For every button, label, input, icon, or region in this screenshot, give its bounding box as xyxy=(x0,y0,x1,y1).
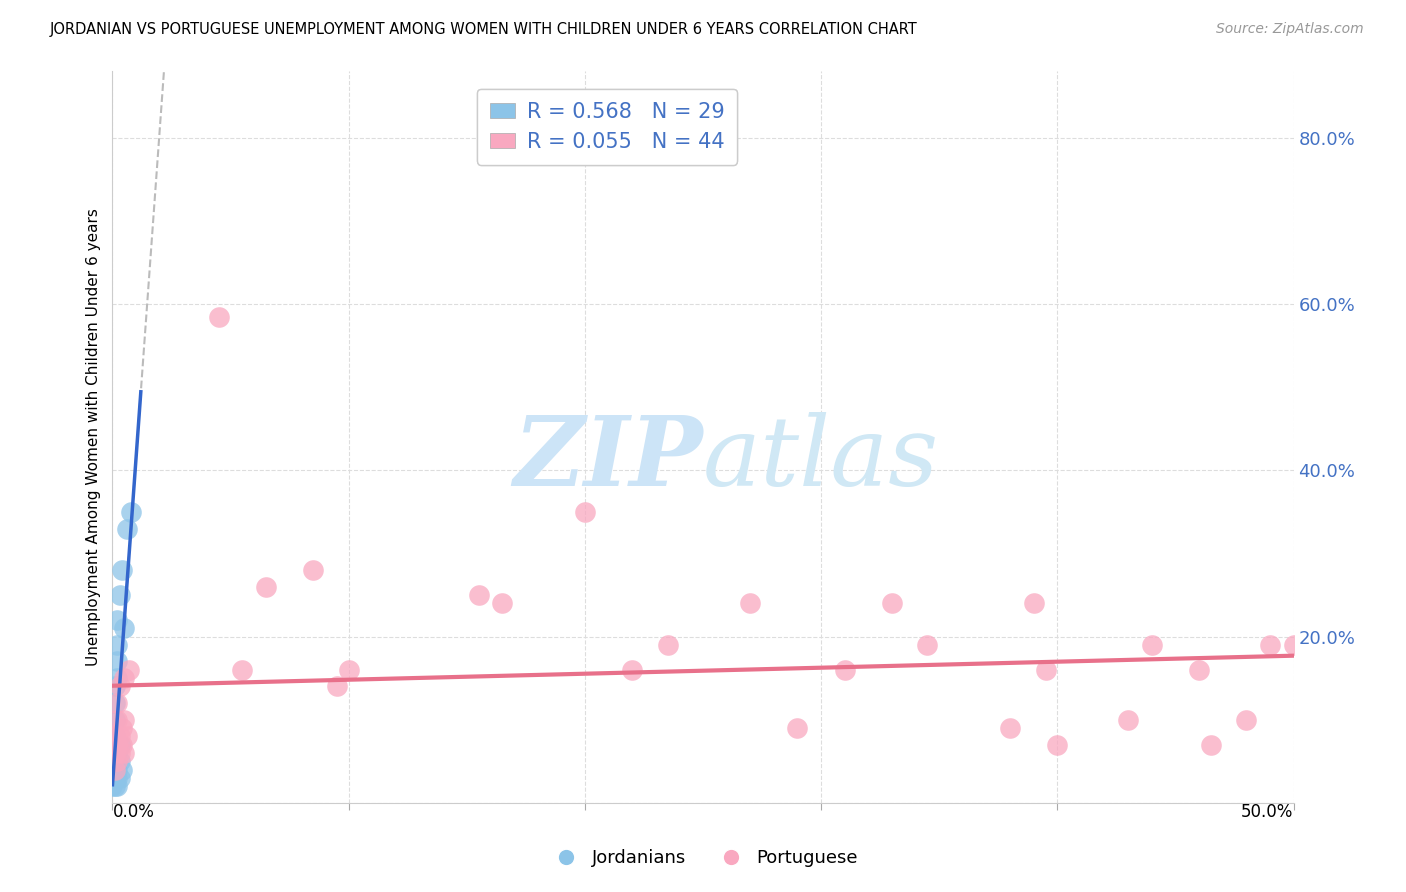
Point xyxy=(112,713,135,727)
Text: 0.0%: 0.0% xyxy=(112,803,155,821)
Point xyxy=(105,754,128,768)
Point xyxy=(740,596,762,610)
Point xyxy=(104,763,127,777)
Point xyxy=(111,721,134,735)
Point xyxy=(112,671,135,685)
Point xyxy=(104,746,127,760)
Point xyxy=(104,713,127,727)
Point xyxy=(105,771,128,785)
Point xyxy=(104,696,127,710)
Point xyxy=(101,779,124,793)
Point xyxy=(1258,638,1281,652)
Point xyxy=(1234,713,1257,727)
Point xyxy=(104,779,127,793)
Point xyxy=(105,763,128,777)
Point xyxy=(337,663,360,677)
Point xyxy=(574,505,596,519)
Point xyxy=(108,729,131,743)
Point xyxy=(1188,663,1211,677)
Y-axis label: Unemployment Among Women with Children Under 6 years: Unemployment Among Women with Children U… xyxy=(86,208,101,666)
Point xyxy=(118,663,141,677)
Point xyxy=(302,563,325,577)
Point xyxy=(917,638,939,652)
Point xyxy=(1282,638,1305,652)
Point xyxy=(105,746,128,760)
Point xyxy=(1046,738,1069,752)
Point xyxy=(104,680,127,694)
Point xyxy=(108,746,131,760)
Text: atlas: atlas xyxy=(703,412,939,506)
Point xyxy=(326,680,349,694)
Point xyxy=(105,613,128,627)
Point xyxy=(254,580,277,594)
Point xyxy=(105,754,128,768)
Point xyxy=(115,521,138,535)
Point xyxy=(105,696,128,710)
Point xyxy=(467,588,489,602)
Point xyxy=(108,771,131,785)
Point xyxy=(880,596,903,610)
Point xyxy=(104,763,127,777)
Point xyxy=(104,771,127,785)
Point xyxy=(112,746,135,760)
Point xyxy=(105,713,128,727)
Point xyxy=(120,505,142,519)
Point xyxy=(998,721,1021,735)
Point xyxy=(231,663,253,677)
Text: Source: ZipAtlas.com: Source: ZipAtlas.com xyxy=(1216,22,1364,37)
Point xyxy=(621,663,644,677)
Point xyxy=(101,771,124,785)
Point xyxy=(108,754,131,768)
Point xyxy=(834,663,856,677)
Legend: R = 0.568   N = 29, R = 0.055   N = 44: R = 0.568 N = 29, R = 0.055 N = 44 xyxy=(477,89,738,164)
Point xyxy=(104,746,127,760)
Point xyxy=(105,738,128,752)
Text: 50.0%: 50.0% xyxy=(1241,803,1294,821)
Point xyxy=(108,588,131,602)
Point xyxy=(1035,663,1057,677)
Point xyxy=(108,738,131,752)
Point xyxy=(108,680,131,694)
Point xyxy=(104,729,127,743)
Point xyxy=(1022,596,1045,610)
Point xyxy=(1140,638,1163,652)
Text: ZIP: ZIP xyxy=(513,412,703,506)
Text: JORDANIAN VS PORTUGUESE UNEMPLOYMENT AMONG WOMEN WITH CHILDREN UNDER 6 YEARS COR: JORDANIAN VS PORTUGUESE UNEMPLOYMENT AMO… xyxy=(49,22,917,37)
Point xyxy=(1199,738,1222,752)
Point xyxy=(491,596,513,610)
Point xyxy=(105,671,128,685)
Point xyxy=(657,638,679,652)
Point xyxy=(111,563,134,577)
Legend: Jordanians, Portuguese: Jordanians, Portuguese xyxy=(541,842,865,874)
Point xyxy=(111,738,134,752)
Point xyxy=(112,621,135,635)
Point xyxy=(1116,713,1139,727)
Point xyxy=(111,763,134,777)
Point xyxy=(104,729,127,743)
Point xyxy=(105,638,128,652)
Point xyxy=(786,721,808,735)
Point xyxy=(208,310,231,324)
Point xyxy=(104,754,127,768)
Point xyxy=(105,655,128,669)
Point xyxy=(105,779,128,793)
Point xyxy=(115,729,138,743)
